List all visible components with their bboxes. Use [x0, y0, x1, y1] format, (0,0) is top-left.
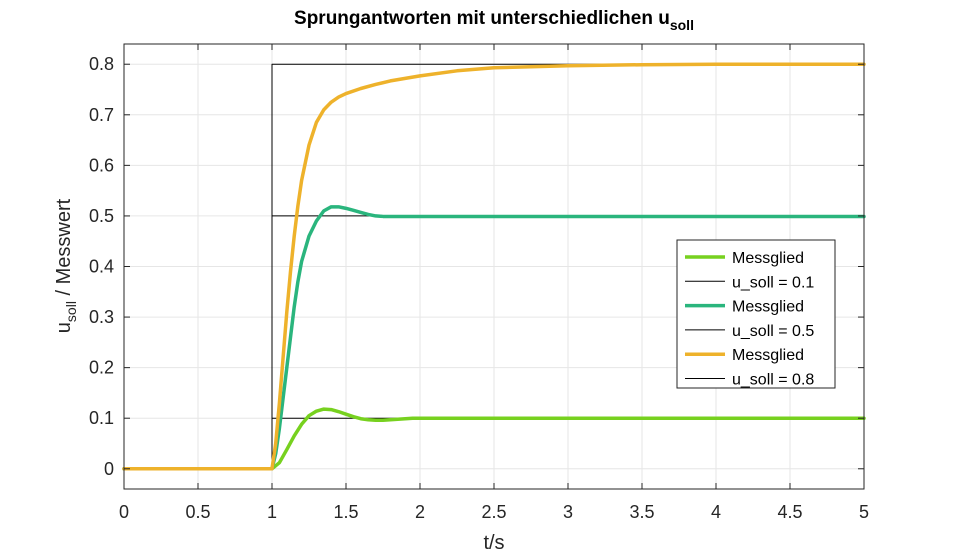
- y-tick-label: 0: [104, 459, 114, 479]
- measured-line-2: [122, 205, 866, 471]
- y-tick-label: 0.5: [89, 206, 114, 226]
- x-tick-label: 0: [119, 502, 129, 522]
- x-tick-label: 5: [859, 502, 869, 522]
- legend-box: [676, 239, 836, 389]
- y-axis-title-base: u: [53, 322, 75, 333]
- legend-label-1: u_soll = 0.1: [732, 274, 814, 291]
- legend-label-2: Messglied: [732, 299, 804, 316]
- y-tick-label: 0.7: [89, 105, 114, 125]
- chart-title: Sprungantworten mit unterschiedlichen us…: [294, 8, 694, 33]
- chart-title-subscript: soll: [670, 17, 694, 33]
- legend-label-3: u_soll = 0.5: [732, 323, 814, 340]
- chart-title-main: Sprungantworten mit unterschiedlichen u: [294, 8, 670, 29]
- x-tick-label: 3.5: [629, 502, 654, 522]
- measured-line-4: [122, 62, 866, 471]
- y-tick-label: 0.1: [89, 408, 114, 428]
- measured-line-0: [122, 407, 866, 471]
- legend-label-5: u_soll = 0.8: [732, 372, 814, 389]
- y-axis-title: usoll / Messwert: [53, 198, 79, 333]
- x-tick-label: 1.5: [333, 502, 358, 522]
- x-tick-label: 1: [267, 502, 277, 522]
- x-tick-label: 2.5: [481, 502, 506, 522]
- x-axis-title: t/s: [483, 532, 504, 554]
- x-tick-label: 2: [415, 502, 425, 522]
- x-tick-label: 3: [563, 502, 573, 522]
- y-axis-title-rest: / Messwert: [53, 198, 75, 301]
- y-tick-label: 0.2: [89, 358, 114, 378]
- y-tick-label: 0.8: [89, 54, 114, 74]
- y-axis-title-subscript: soll: [63, 301, 79, 322]
- x-tick-label: 0.5: [185, 502, 210, 522]
- y-tick-label: 0.3: [89, 307, 114, 327]
- legend-label-4: Messglied: [732, 347, 804, 364]
- legend-label-0: Messglied: [732, 250, 804, 267]
- series-layer: [122, 62, 866, 471]
- x-tick-label: 4.5: [777, 502, 802, 522]
- y-tick-label: 0.6: [89, 155, 114, 175]
- x-tick-label: 4: [711, 502, 721, 522]
- legend: Messglied u_soll = 0.1 Messglied u_soll = 0…: [676, 239, 836, 389]
- y-tick-label: 0.4: [89, 257, 114, 277]
- tick-layer: 0 0.5 1 1.5 2 2.5 3 3.5 4 4.5 5 0 0.1 0.2 0.3 0.4 0.5 0.6…: [89, 44, 869, 522]
